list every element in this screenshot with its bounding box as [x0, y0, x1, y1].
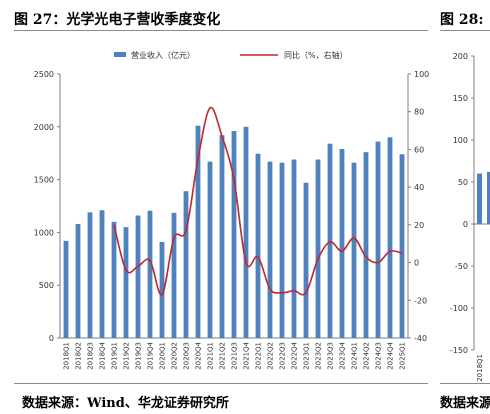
bar-2023Q1 — [303, 182, 309, 338]
x-tick-label: 2021Q3 — [231, 342, 239, 370]
source-divider-left — [14, 383, 428, 384]
bar-2022Q4 — [291, 159, 297, 338]
bar-2022Q3 — [279, 162, 285, 338]
bar-2022Q1 — [255, 153, 261, 338]
bar-2020Q2 — [171, 212, 177, 338]
legend-bar-label: 营业收入（亿元） — [131, 50, 195, 60]
x-tick-label: 2022Q1 — [255, 342, 263, 370]
bar-2021Q4 — [243, 126, 249, 338]
bar-2021Q1 — [207, 161, 213, 338]
bar-2021Q2 — [219, 135, 225, 338]
bar-2018Q2 — [75, 223, 81, 338]
left-axis-tick-label: 1500 — [34, 176, 54, 185]
x-tick-label: 2019Q2 — [123, 342, 131, 370]
left-axis-tick-label: 1000 — [34, 228, 54, 237]
source-note-right: 数据来源: — [440, 396, 490, 411]
side-axis-tick-label: -50 — [455, 262, 468, 271]
side-axis-tick-label: -100 — [450, 304, 468, 313]
x-tick-label: 2024Q1 — [351, 342, 359, 370]
x-tick-label: 2023Q2 — [315, 342, 323, 370]
bar-2018Q1 — [63, 240, 69, 338]
legend-line-label: 同比（%，右轴） — [284, 50, 348, 60]
yoy-growth-line — [113, 106, 403, 296]
right-axis-tick-label: -20 — [414, 296, 427, 305]
source-divider-right — [440, 383, 490, 384]
right-axis-tick-label: -40 — [414, 334, 427, 343]
x-tick-label: 2023Q1 — [303, 342, 311, 370]
bar-2020Q1 — [159, 241, 165, 338]
side-axis-tick-label: 50 — [458, 178, 468, 187]
x-tick-label: 2023Q3 — [327, 342, 335, 370]
x-tick-label: 2021Q2 — [219, 342, 227, 370]
bar-2019Q4 — [147, 210, 153, 338]
side-plot: -150 -100 -50 0 50 100 150 200 2018Q1 — [450, 52, 490, 382]
right-axis-tick-label: 0 — [414, 259, 419, 268]
left-axis-tick-label: 2500 — [34, 70, 54, 79]
x-tick-label: 2020Q4 — [195, 341, 203, 369]
right-axis-tick-label: 80 — [414, 108, 424, 117]
x-tick-label: 2024Q4 — [387, 341, 395, 369]
side-x-tick-label: 2018Q1 — [476, 354, 484, 382]
bar-2021Q3 — [231, 131, 237, 338]
side-axis-tick-label: 150 — [453, 94, 468, 103]
x-tick-label: 2022Q2 — [267, 342, 275, 370]
x-tick-label: 2025Q1 — [399, 342, 407, 370]
x-tick-label: 2022Q4 — [291, 341, 299, 369]
bar-2020Q3 — [183, 191, 189, 338]
x-tick-label: 2021Q1 — [207, 342, 215, 370]
side-bar-2018Q1 — [477, 173, 482, 224]
x-tick-label: 2020Q3 — [183, 342, 191, 370]
x-tick-label: 2019Q3 — [135, 342, 143, 370]
side-axis-tick-label: 200 — [453, 52, 468, 61]
right-axis-tick-label: 60 — [414, 145, 424, 154]
x-tick-label: 2020Q2 — [171, 342, 179, 370]
x-tick-label: 2024Q3 — [375, 342, 383, 370]
bar-2023Q4 — [339, 148, 345, 338]
right-axis-tick-label: 100 — [414, 70, 429, 79]
side-axis-tick-label: 100 — [453, 136, 468, 145]
bar-2020Q4 — [195, 125, 201, 338]
bar-2018Q4 — [99, 210, 105, 338]
side-bar-2018Q2 — [487, 171, 490, 224]
side-axis-tick-label: -150 — [450, 346, 468, 355]
bar-2019Q1 — [111, 221, 117, 338]
legend-bar-swatch — [114, 52, 126, 57]
left-axis-tick-label: 500 — [39, 281, 54, 290]
bar-2024Q1 — [351, 162, 357, 338]
bar-2019Q2 — [123, 227, 129, 338]
main-plot: 0 500 1000 1500 2000 2500 -40 -20 0 20 40 60 80 100 20… — [34, 70, 430, 370]
bar-2024Q2 — [363, 152, 369, 338]
x-tick-label: 2018Q3 — [87, 342, 95, 370]
figure-28-title: 图 28: — [440, 12, 484, 28]
x-tick-label: 2019Q1 — [111, 342, 119, 370]
x-tick-label: 2019Q4 — [147, 341, 155, 369]
bar-2024Q4 — [387, 137, 393, 338]
bar-2019Q3 — [135, 215, 141, 338]
source-note-left: 数据来源：Wind、华龙证券研究所 — [22, 396, 229, 411]
x-tick-label: 2018Q4 — [99, 341, 107, 369]
bar-2025Q1 — [399, 154, 405, 338]
bar-2022Q2 — [267, 161, 273, 338]
bar-2023Q2 — [315, 159, 321, 338]
x-tick-label: 2020Q1 — [159, 342, 167, 370]
x-tick-label: 2018Q1 — [63, 342, 71, 370]
title-divider-left — [14, 30, 428, 31]
left-axis-tick-label: 2000 — [34, 123, 54, 132]
x-tick-label: 2024Q2 — [363, 342, 371, 370]
x-tick-label: 2022Q3 — [279, 342, 287, 370]
bar-2024Q3 — [375, 141, 381, 338]
title-divider-right — [440, 30, 490, 31]
right-axis-tick-label: 40 — [414, 183, 424, 192]
bar-2018Q3 — [87, 212, 93, 338]
right-axis-tick-label: 20 — [414, 221, 424, 230]
figure-27-title: 图 27：光学光电子营收季度变化 — [14, 12, 221, 28]
legend: 营业收入（亿元） 同比（%，右轴） — [114, 50, 348, 60]
x-tick-label: 2021Q4 — [243, 341, 251, 369]
side-axis-tick-label: 0 — [463, 220, 468, 229]
x-tick-label: 2018Q2 — [75, 342, 83, 370]
bar-2023Q3 — [327, 143, 333, 338]
x-tick-label: 2023Q4 — [339, 341, 347, 369]
left-axis-tick-label: 0 — [49, 334, 54, 343]
